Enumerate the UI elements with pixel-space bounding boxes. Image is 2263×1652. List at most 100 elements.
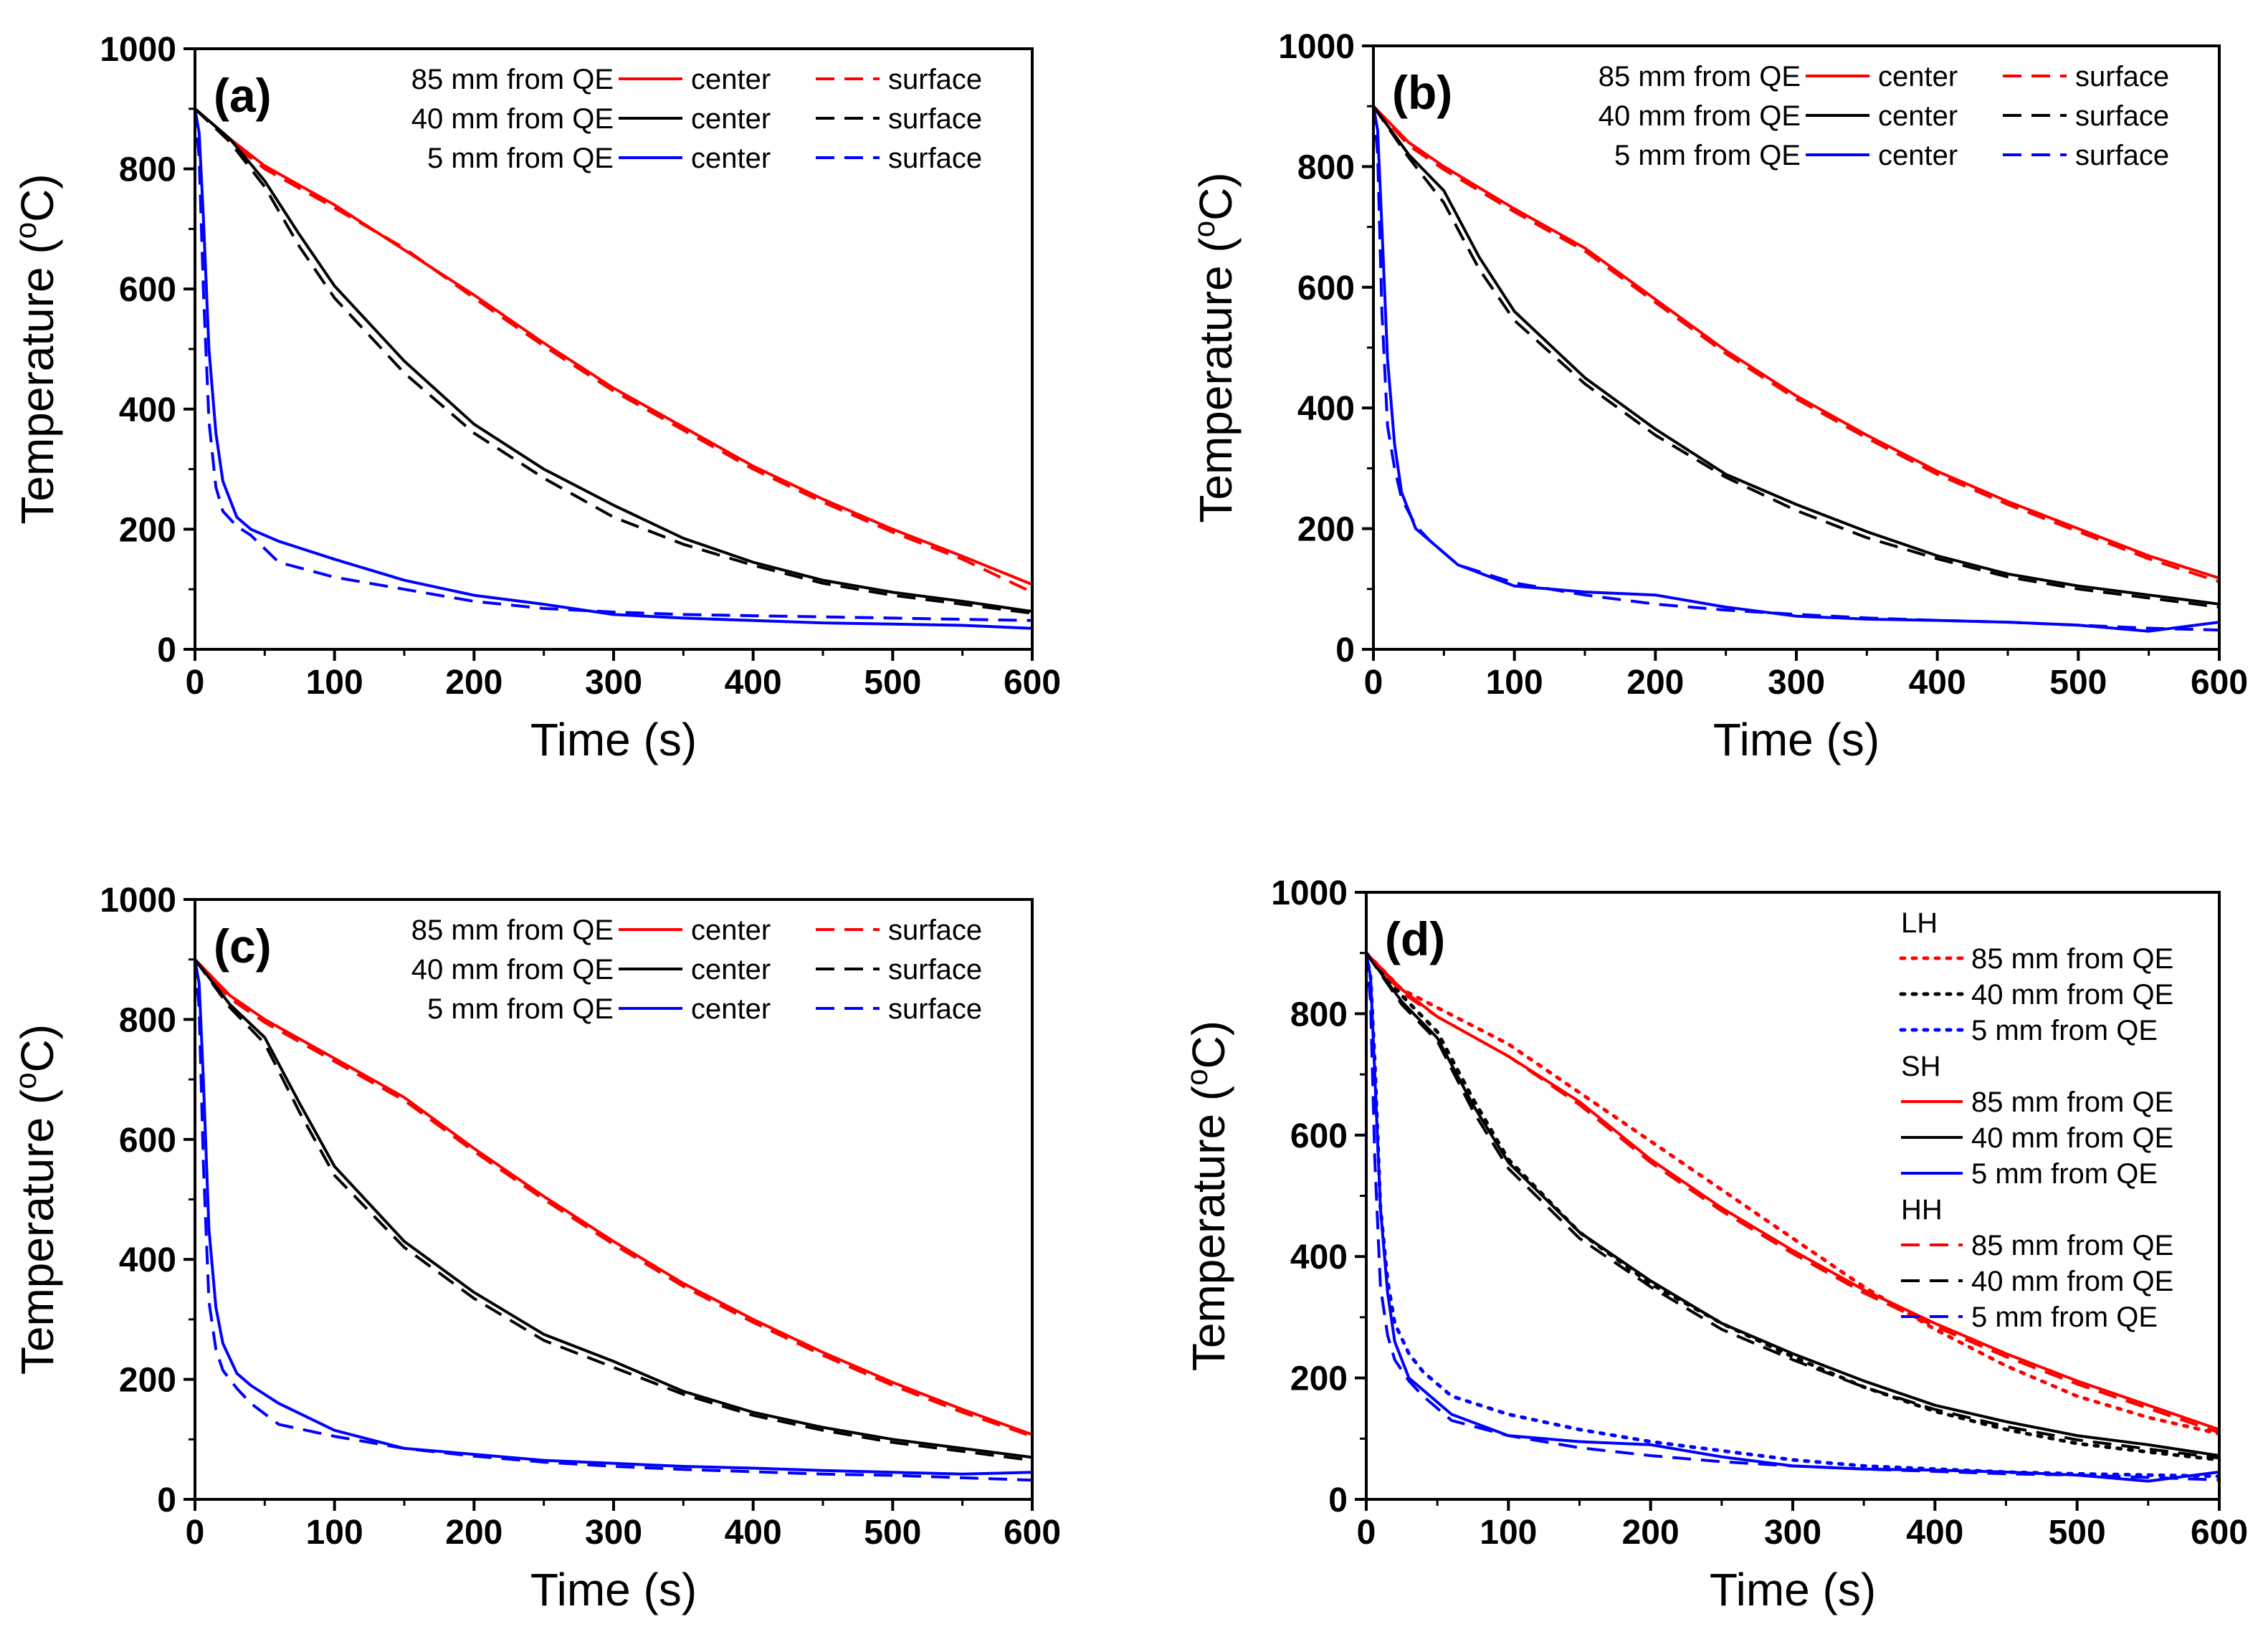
x-tick-label: 200 — [445, 664, 502, 702]
legend-center-label: center — [1878, 61, 1958, 92]
y-tick-label: 400 — [1297, 390, 1355, 428]
series-line-1 — [195, 958, 1032, 1436]
chart-panel-4: 0 100 200 300 400 500 600 0 200 400 600 800 1000 Time… — [1180, 874, 2248, 1615]
x-tick-label: 400 — [725, 1514, 782, 1552]
y-tick-label: 1000 — [1278, 28, 1355, 66]
legend-surface-label: surface — [888, 103, 982, 135]
series-line-3 — [195, 108, 1032, 613]
legend-surface-label: surface — [888, 143, 982, 174]
legend-position-label: 5 mm from QE — [427, 993, 614, 1025]
x-tick-label: 600 — [1004, 1514, 1061, 1552]
legend-center-label: center — [691, 143, 771, 174]
y-axis-title: Temperature (oC) — [1180, 1021, 1234, 1371]
y-tick-label: 0 — [157, 1481, 176, 1519]
plot-frame — [194, 47, 1034, 651]
x-tick-label: 200 — [445, 1514, 502, 1552]
legend-group-title: SH — [1901, 1051, 1941, 1082]
x-tick-label: 200 — [1626, 664, 1684, 702]
legend-group-title: HH — [1901, 1194, 1943, 1226]
y-tick-label: 0 — [157, 631, 176, 669]
series-line-4 — [195, 958, 1032, 1462]
x-tick-label: 100 — [1480, 1514, 1537, 1552]
x-tick-label: 0 — [1364, 664, 1383, 702]
legend-entry-label: 40 mm from QE — [1971, 979, 2173, 1011]
series-line-1 — [195, 108, 1032, 586]
legend-center-label: center — [691, 954, 771, 985]
legend-surface-label: surface — [2075, 61, 2169, 92]
legend: 85 mm from QE center surface 40 mm from QE c… — [411, 915, 982, 1025]
series-line-5 — [195, 108, 1032, 630]
series-line-5 — [1373, 105, 2219, 633]
y-tick-label: 200 — [119, 511, 176, 549]
series-line-2 — [195, 958, 1032, 1438]
series-group — [195, 958, 1032, 1482]
legend-entry-label: 5 mm from QE — [1971, 1302, 2158, 1333]
legend-surface-label: surface — [888, 64, 982, 95]
x-tick-label: 600 — [1004, 664, 1061, 702]
y-tick-label: 800 — [119, 1001, 176, 1039]
legend-position-label: 5 mm from QE — [1614, 140, 1801, 171]
x-tick-label: 300 — [585, 664, 642, 702]
y-tick-label: 200 — [119, 1362, 176, 1400]
panel-label: (c) — [214, 920, 272, 973]
legend-center-label: center — [691, 915, 771, 946]
series-line-6 — [1373, 106, 2219, 632]
series-line-5 — [1366, 952, 2219, 1457]
legend-entry-label: 40 mm from QE — [1971, 1122, 2173, 1154]
x-tick-label: 400 — [725, 664, 782, 702]
y-tick-label: 800 — [1297, 148, 1355, 186]
legend-position-label: 85 mm from QE — [411, 64, 614, 95]
legend-position-label: 85 mm from QE — [411, 915, 614, 946]
x-axis-title: Time (s) — [1710, 1564, 1876, 1615]
x-tick-label: 100 — [1486, 664, 1543, 702]
legend-center-label: center — [691, 103, 771, 135]
legend-entry-label: 85 mm from QE — [1971, 943, 2173, 975]
x-tick-label: 300 — [1768, 664, 1825, 702]
x-tick-label: 500 — [864, 664, 921, 702]
y-tick-label: 200 — [1290, 1360, 1348, 1398]
legend-position-label: 85 mm from QE — [1599, 61, 1801, 92]
y-tick-label: 600 — [119, 1122, 176, 1160]
legend-entry-label: 5 mm from QE — [1971, 1158, 2158, 1190]
panel-label: (a) — [214, 69, 272, 122]
x-tick-label: 300 — [1764, 1514, 1821, 1552]
legend-center-label: center — [691, 64, 771, 95]
y-tick-label: 600 — [1297, 269, 1355, 307]
y-tick-label: 800 — [119, 151, 176, 189]
series-line-2 — [1373, 105, 2219, 583]
y-tick-label: 1000 — [1271, 874, 1348, 912]
legend-entry-label: 85 mm from QE — [1971, 1230, 2173, 1261]
series-line-3 — [195, 958, 1032, 1459]
x-tick-label: 400 — [1906, 1514, 1963, 1552]
series-group — [1366, 951, 2219, 1483]
x-tick-label: 0 — [1357, 1514, 1376, 1552]
y-axis-title: Temperature (oC) — [9, 173, 63, 524]
legend-surface-label: surface — [888, 915, 982, 946]
legend: 85 mm from QE center surface 40 mm from QE c… — [411, 64, 982, 174]
legend-center-label: center — [1878, 140, 1958, 171]
legend-entry-label: 5 mm from QE — [1971, 1015, 2158, 1046]
chart-panel-1: 0 100 200 300 400 500 600 0 200 400 600 800 1000 Time… — [9, 31, 1061, 765]
series-line-1 — [1373, 105, 2219, 580]
chart-panel-2: 0 100 200 300 400 500 600 0 200 400 600 800 1000 Time… — [1187, 28, 2248, 765]
y-tick-label: 1000 — [100, 31, 176, 69]
x-axis-title: Time (s) — [530, 1564, 697, 1615]
legend-surface-label: surface — [888, 993, 982, 1025]
x-tick-label: 100 — [306, 664, 363, 702]
y-tick-label: 1000 — [100, 882, 176, 920]
x-axis-title: Time (s) — [1713, 714, 1880, 765]
x-tick-label: 200 — [1622, 1514, 1680, 1552]
y-tick-label: 800 — [1290, 996, 1348, 1033]
chart-panel-3: 0 100 200 300 400 500 600 0 200 400 600 800 1000 Time… — [9, 882, 1061, 1615]
x-tick-label: 100 — [306, 1514, 363, 1552]
series-line-4 — [195, 108, 1032, 615]
y-tick-label: 200 — [1297, 511, 1355, 549]
legend: LH 85 mm from QE 40 mm from QE 5 mm from QE… — [1899, 907, 2173, 1333]
series-line-1 — [1366, 951, 2219, 1436]
legend-entry-label: 85 mm from QE — [1971, 1087, 2173, 1118]
x-axis-title: Time (s) — [530, 714, 697, 765]
x-tick-label: 0 — [186, 1514, 205, 1552]
series-line-8 — [1366, 952, 2219, 1460]
series-line-6 — [195, 959, 1032, 1482]
